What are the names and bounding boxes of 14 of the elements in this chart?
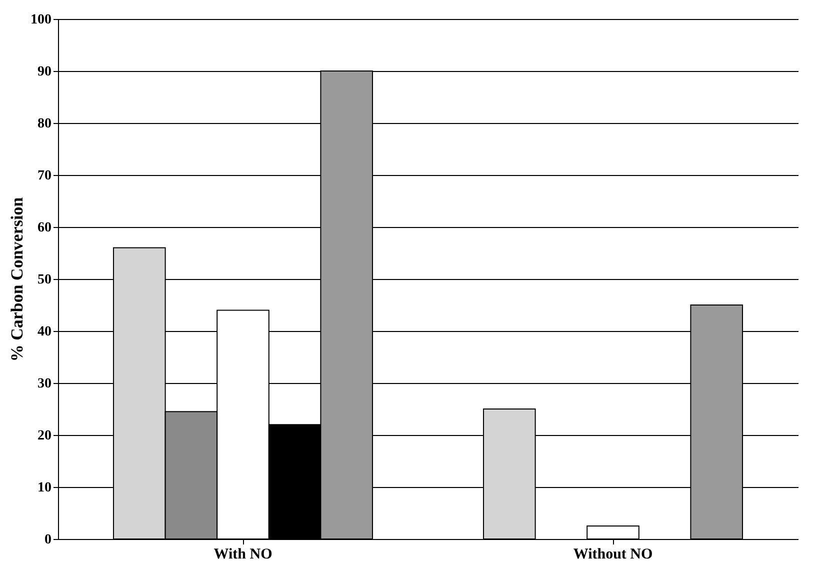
y-tick-label: 0 (44, 532, 52, 548)
x-tick-label: Without NO (573, 546, 653, 562)
y-axis-title: % Carbon Conversion (8, 196, 26, 362)
y-tick-label: 70 (38, 168, 52, 184)
y-tick-label: 50 (38, 272, 52, 288)
x-tick-label: With NO (214, 546, 272, 562)
y-tick-label: 90 (38, 64, 52, 80)
y-tick-label: 30 (38, 376, 52, 392)
y-tick-label: 60 (38, 220, 52, 236)
y-tick-label: 80 (38, 116, 52, 132)
y-tick-label: 100 (30, 12, 52, 28)
y-tick-label: 40 (38, 324, 52, 340)
y-tick-label: 20 (38, 428, 52, 444)
y-tick-label: 10 (38, 480, 52, 496)
